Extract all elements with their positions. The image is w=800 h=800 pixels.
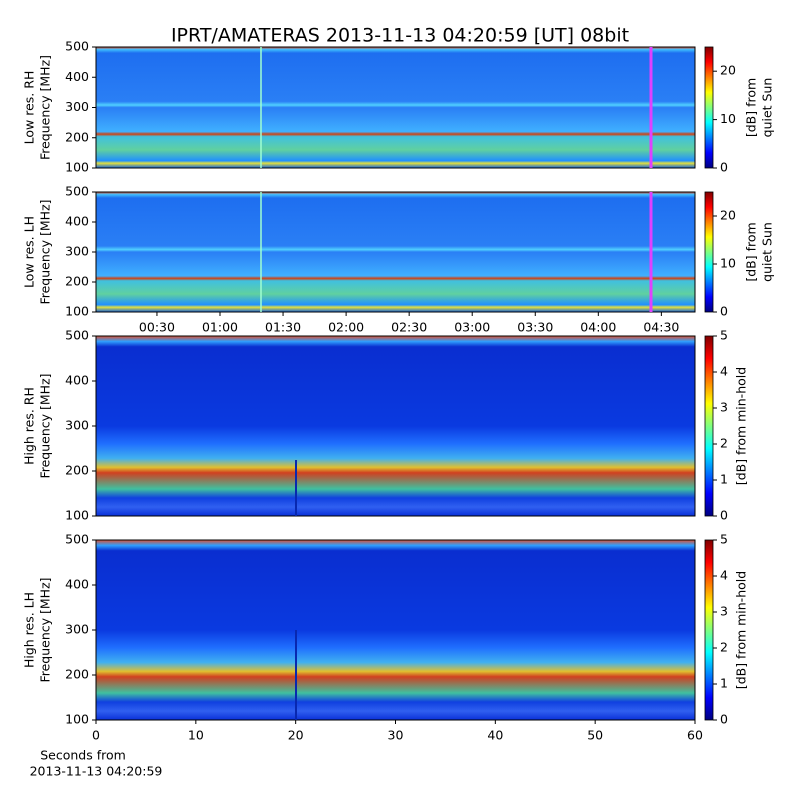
spectrogram: [96, 540, 695, 720]
x-tick-label: 04:30: [643, 320, 679, 335]
x-tick-label: 40: [487, 728, 503, 743]
colorbar: [704, 539, 714, 721]
x-tick-label: 0: [92, 728, 100, 743]
y-tick-label: 400: [65, 214, 89, 229]
x-tick-label: 30: [388, 728, 404, 743]
y-tick-label: 200: [65, 463, 89, 478]
x-tick-label: 50: [587, 728, 603, 743]
y-tick-label: 300: [65, 622, 89, 637]
y-tick-label: 400: [65, 69, 89, 84]
colorbar-tick-label: 4: [720, 364, 728, 379]
colorbar-tick-label: 2: [720, 640, 728, 655]
y-tick-label: 300: [65, 244, 89, 259]
x-tick-label: 00:30: [139, 320, 175, 335]
colorbar: [704, 191, 714, 313]
y-axis-label: Frequency [MHz]: [38, 199, 53, 304]
spectrogram: [96, 192, 695, 312]
colorbar-label: quiet Sun: [760, 78, 775, 138]
overlay-lines: [260, 47, 653, 720]
y-tick-label: 100: [65, 160, 89, 175]
y-axis-label: Low res. LH: [22, 216, 37, 288]
x-axis-label: Seconds from: [40, 748, 126, 763]
colorbar-tick-label: 10: [720, 111, 736, 126]
y-axis-label: High res. RH: [22, 387, 37, 465]
spectrogram: [96, 47, 695, 168]
x-tick-label: 03:30: [517, 320, 553, 335]
x-tick-label: 04:00: [580, 320, 616, 335]
y-tick-label: 500: [65, 39, 89, 54]
y-tick-label: 100: [65, 304, 89, 319]
y-tick-label: 200: [65, 129, 89, 144]
y-tick-label: 500: [65, 184, 89, 199]
y-axis-label: Frequency [MHz]: [38, 373, 53, 478]
y-axis-label: Low res. RH: [22, 71, 37, 145]
colorbar-tick-label: 1: [720, 676, 728, 691]
x-tick-label: 60: [687, 728, 703, 743]
colorbar: [704, 46, 714, 169]
y-tick-label: 300: [65, 418, 89, 433]
x-tick-label: 01:00: [202, 320, 238, 335]
colorbar-tick-label: 10: [720, 256, 736, 271]
x-tick-label: 01:30: [265, 320, 301, 335]
y-tick-label: 500: [65, 532, 89, 547]
figure-title: IPRT/AMATERAS 2013-11-13 04:20:59 [UT] 0…: [171, 25, 629, 47]
colorbar-tick-label: 3: [720, 400, 728, 415]
x-tick-label: 02:30: [391, 320, 427, 335]
x-tick-label: 10: [188, 728, 204, 743]
y-tick-label: 200: [65, 274, 89, 289]
colorbar-tick-label: 0: [720, 160, 728, 175]
x-axis-label: 2013-11-13 04:20:59: [30, 764, 163, 779]
colorbar-tick-label: 20: [720, 63, 736, 78]
y-tick-label: 300: [65, 99, 89, 114]
colorbar-label: quiet Sun: [760, 222, 775, 282]
y-axis-label: High res. LH: [22, 592, 37, 668]
x-tick-label: 02:00: [328, 320, 364, 335]
y-tick-label: 500: [65, 328, 89, 343]
colorbar-label: [dB] from: [744, 222, 759, 281]
colorbar-tick-label: 0: [720, 712, 728, 727]
x-tick-label: 20: [288, 728, 304, 743]
colorbar-tick-label: 5: [720, 532, 728, 547]
colorbar-label: [dB] from: [744, 78, 759, 137]
y-tick-label: 400: [65, 577, 89, 592]
colorbar-tick-label: 2: [720, 436, 728, 451]
colorbar-label: [dB] from min-hold: [734, 367, 749, 485]
y-tick-label: 200: [65, 667, 89, 682]
y-axis-label: Frequency [MHz]: [38, 55, 53, 160]
y-tick-label: 400: [65, 373, 89, 388]
y-tick-label: 100: [65, 712, 89, 727]
colorbar-tick-label: 3: [720, 604, 728, 619]
y-axis-label: Frequency [MHz]: [38, 577, 53, 682]
colorbar-label: [dB] from min-hold: [734, 571, 749, 689]
colorbar-tick-label: 1: [720, 472, 728, 487]
colorbar-tick-label: 4: [720, 568, 728, 583]
colorbar-tick-label: 0: [720, 304, 728, 319]
colorbar: [704, 335, 714, 517]
x-tick-label: 03:00: [454, 320, 490, 335]
colorbar-tick-label: 20: [720, 208, 736, 223]
spectrogram: [96, 336, 695, 516]
colorbar-tick-label: 0: [720, 508, 728, 523]
colorbar-tick-label: 5: [720, 328, 728, 343]
y-tick-label: 100: [65, 508, 89, 523]
